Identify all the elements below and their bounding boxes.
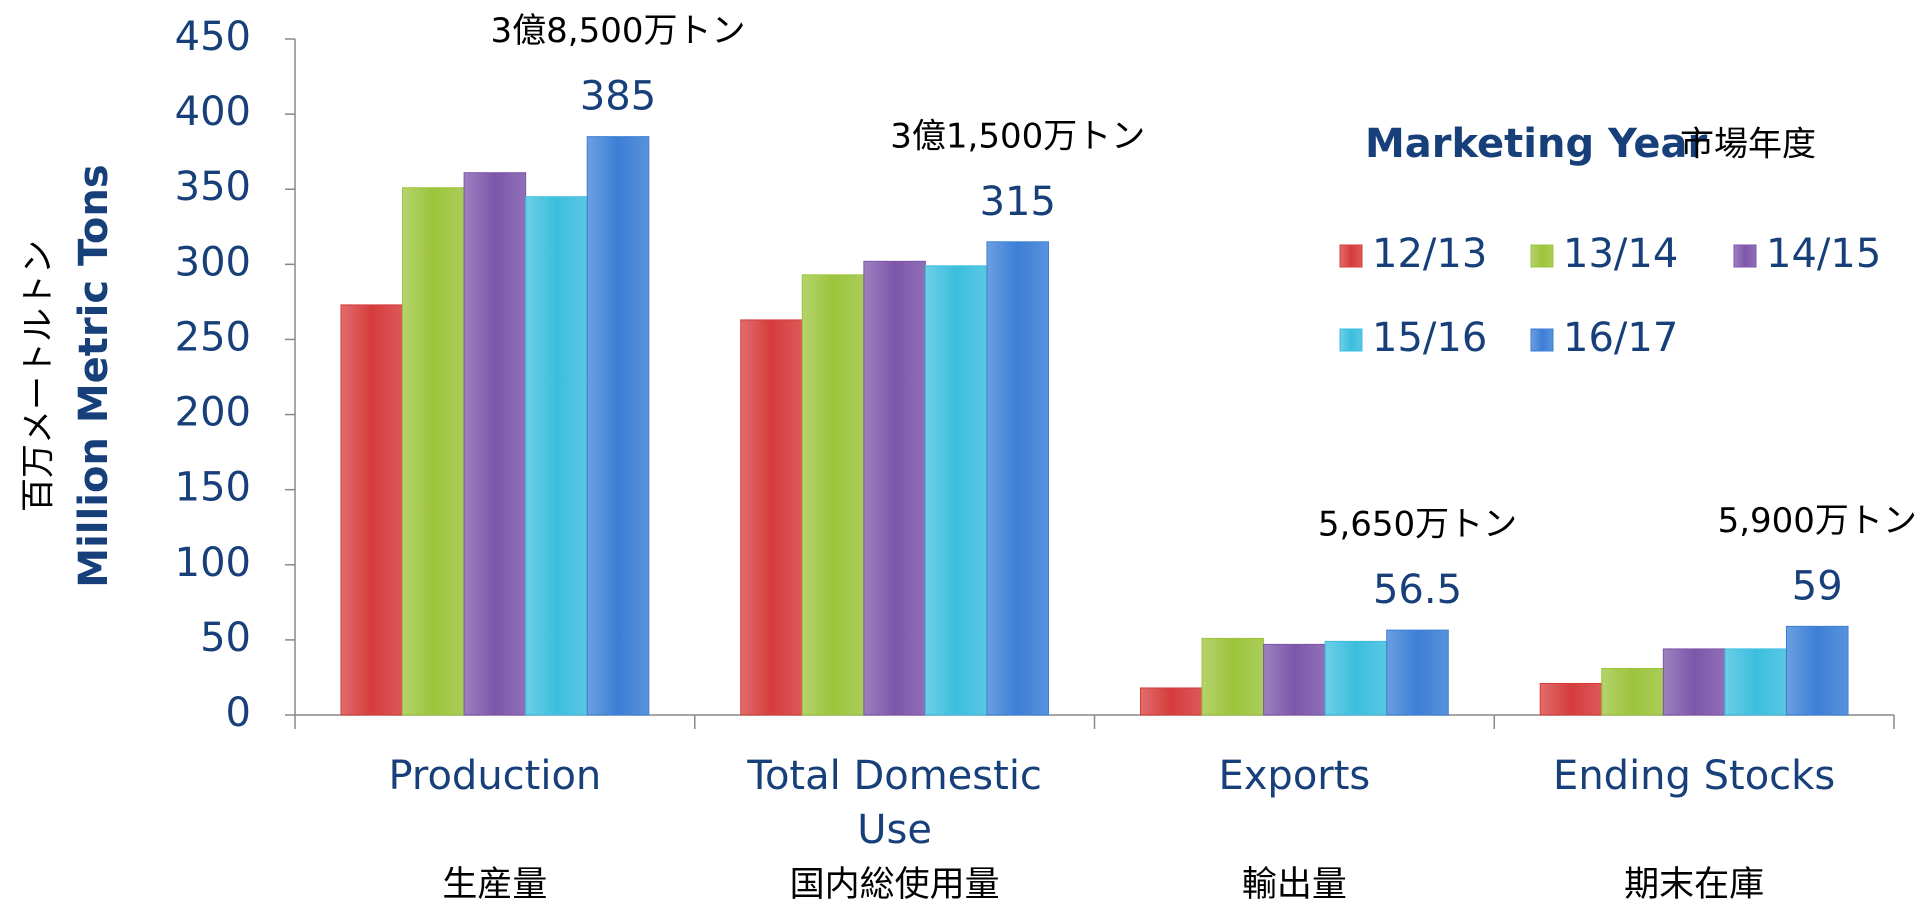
bar (1263, 643, 1326, 716)
legend-title-sub: 市場年度 (1680, 125, 1816, 165)
bar (1785, 625, 1849, 716)
bar (924, 265, 988, 716)
x-tick-sublabel: 国内総使用量 (790, 865, 1000, 905)
x-tick-sublabel: 期末在庫 (1624, 865, 1764, 905)
legend-label: 16/17 (1563, 315, 1678, 361)
legend-swatch (1530, 328, 1554, 352)
value-label: 56.5 (1373, 567, 1462, 613)
bar (1601, 667, 1664, 716)
bar (1386, 629, 1449, 716)
x-tick-label-line: Use (857, 807, 932, 853)
bar (463, 172, 527, 716)
legend-swatch (1530, 244, 1554, 268)
y-axis-label: Million Metric Tons (71, 164, 117, 587)
legend-label: 13/14 (1563, 231, 1678, 277)
bar (801, 274, 865, 716)
y-tick-label: 400 (175, 89, 251, 135)
bar (1662, 648, 1726, 716)
bar (586, 136, 650, 716)
y-tick-label: 450 (175, 14, 251, 60)
x-tick-sublabel: 輸出量 (1242, 865, 1347, 905)
x-tick-label-line: Total Domestic (746, 753, 1042, 799)
y-tick-label: 100 (175, 540, 251, 586)
annotation: 5,650万トン (1318, 505, 1517, 545)
bar (863, 260, 926, 716)
y-tick-label: 350 (175, 164, 251, 210)
x-tick-label: Exports (1218, 753, 1370, 799)
value-label: 59 (1792, 563, 1843, 609)
legend-swatch (1733, 244, 1757, 268)
y-tick-label: 300 (175, 239, 251, 285)
bar (525, 196, 588, 716)
x-tick-label: Total Domestic Use (746, 753, 1042, 853)
value-label: 315 (980, 179, 1056, 225)
legend-swatch (1339, 328, 1363, 352)
bar (1324, 640, 1388, 716)
legend-label: 14/15 (1766, 231, 1881, 277)
y-tick-label: 0 (226, 690, 251, 736)
bar (1201, 637, 1265, 716)
x-tick-label: Ending Stocks (1553, 753, 1835, 799)
bar (986, 241, 1050, 716)
legend-swatch (1339, 244, 1363, 268)
bar (340, 304, 404, 716)
legend-title: Marketing Year (1365, 121, 1707, 167)
bar (1724, 648, 1787, 716)
legend-label: 12/13 (1372, 231, 1487, 277)
y-tick-label: 250 (175, 314, 251, 360)
annotation: 3億8,500万トン (491, 11, 746, 51)
y-tick-label: 50 (200, 615, 251, 661)
y-tick-label: 200 (175, 390, 251, 436)
annotation: 5,900万トン (1718, 501, 1917, 541)
y-tick-label: 150 (175, 465, 251, 511)
legend-label: 15/16 (1372, 315, 1487, 361)
bar (740, 319, 803, 716)
annotation: 3億1,500万トン (890, 116, 1145, 156)
bar (1139, 687, 1203, 716)
x-tick-sublabel: 生産量 (442, 865, 547, 905)
bar (1539, 682, 1603, 716)
y-axis-label-sub: 百万メートルトン (19, 240, 59, 512)
bar (402, 187, 465, 716)
x-tick-label: Production (388, 753, 601, 799)
value-label: 385 (580, 74, 656, 120)
